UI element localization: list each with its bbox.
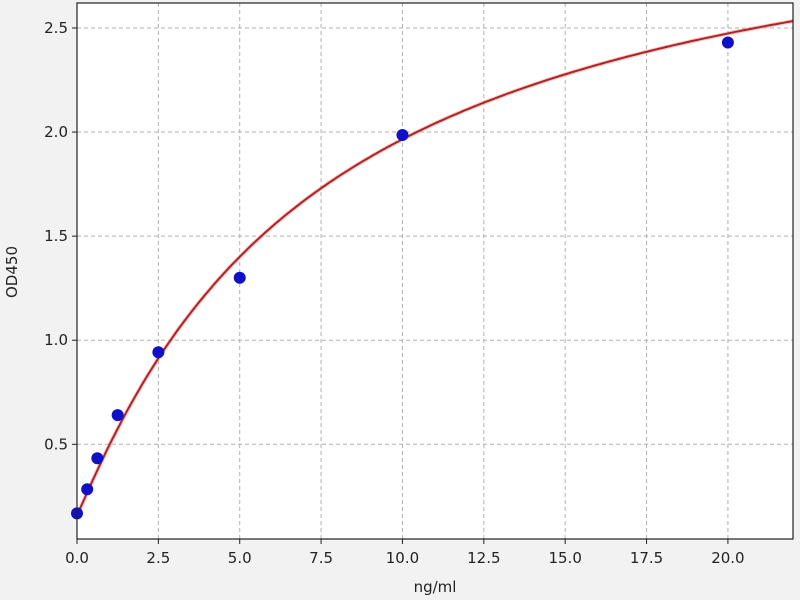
data-point: [111, 409, 124, 422]
y-tick-label: 2.0: [44, 123, 68, 141]
x-tick-label: 2.5: [146, 549, 170, 567]
x-tick-label: 10.0: [386, 549, 419, 567]
x-tick-label: 15.0: [548, 549, 581, 567]
plot-frame: [76, 2, 794, 540]
x-axis-label: ng/ml: [414, 578, 457, 596]
fit-curve: [76, 20, 794, 516]
data-point: [152, 346, 165, 359]
y-axis-label: OD450: [3, 246, 21, 298]
y-tick-label: 1.0: [44, 331, 68, 349]
y-tick-label: 2.5: [44, 19, 68, 37]
data-point: [81, 483, 94, 496]
x-tick-label: 0.0: [65, 549, 89, 567]
x-tick-label: 12.5: [467, 549, 500, 567]
data-point: [721, 36, 734, 49]
data-point: [233, 271, 246, 284]
x-ticks: 0.0 2.5 5.0 7.5 10.0 12.5 15.0 17.5 20.0: [65, 539, 745, 567]
y-tick-label: 0.5: [44, 435, 68, 453]
grid: [76, 3, 793, 539]
x-tick-label: 7.5: [309, 549, 333, 567]
x-tick-label: 5.0: [228, 549, 252, 567]
plot-area: [77, 3, 793, 539]
data-point: [91, 452, 104, 465]
y-tick-label: 1.5: [44, 227, 68, 245]
y-ticks: 0.5 1.0 1.5 2.0 2.5: [44, 19, 77, 453]
x-tick-label: 17.5: [630, 549, 663, 567]
x-tick-label: 20.0: [711, 549, 744, 567]
fit-curve-group: [75, 19, 794, 516]
data-point: [396, 128, 409, 141]
